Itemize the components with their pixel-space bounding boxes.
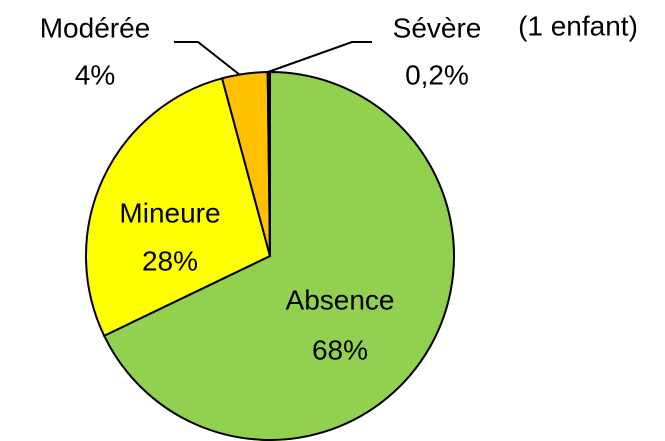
slice-value-label: 0,2% [405, 59, 469, 90]
annotation: (1 enfant) [518, 10, 638, 41]
pie-slice [102, 70, 455, 441]
slice-value-label: 28% [142, 245, 198, 276]
pie-slice [85, 77, 272, 338]
slice-label: Sévère [393, 12, 482, 43]
slice-value-label: 68% [312, 334, 368, 365]
slice-value-label: 4% [75, 59, 115, 90]
leader-line [267, 41, 372, 73]
slice-label: Absence [286, 284, 395, 315]
slice-label: Mineure [119, 197, 220, 228]
slice-label: Modérée [40, 12, 151, 43]
leader-line [174, 41, 241, 76]
